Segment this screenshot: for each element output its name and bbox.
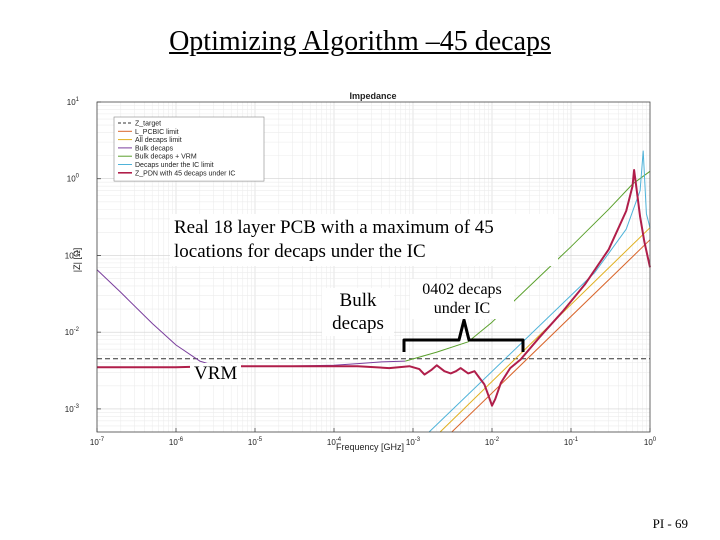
- y-axis-label: |Z| [Ω]: [72, 248, 82, 272]
- x-tick-label: 10-3: [406, 437, 421, 447]
- x-tick-label: 100: [644, 437, 657, 447]
- legend-label: Z_target: [135, 121, 161, 128]
- legend-label: All decaps limit: [135, 137, 182, 144]
- series-line-l-pcbic-limit: [451, 239, 651, 433]
- bracket-shape: [402, 318, 525, 352]
- legend-label: Decaps under the IC limit: [135, 162, 214, 169]
- decaps-0402-label: 0402 decaps under IC: [410, 279, 514, 319]
- legend-label: Z_PDN with 45 decaps under IC: [135, 170, 235, 177]
- decaps-0402-line1: 0402 decaps: [422, 281, 502, 298]
- bulk-label-line1: Bulk: [339, 290, 377, 311]
- series-line-decaps-under-the-ic-limit: [428, 150, 651, 433]
- x-axis-label: Frequency [GHz]: [336, 442, 404, 452]
- y-tick-label: 100: [67, 174, 80, 184]
- legend-box: [113, 116, 265, 182]
- bulk-label-line2: decaps: [332, 313, 384, 334]
- decap-range-bracket: [402, 318, 525, 352]
- x-tick-label: 10-7: [90, 437, 105, 447]
- y-tick-label: 10-3: [65, 404, 80, 414]
- y-tick-label: 10-2: [65, 327, 80, 337]
- slide-title: Optimizing Algorithm –45 decaps: [169, 26, 551, 57]
- legend-label: Bulk decaps: [135, 145, 174, 152]
- legend-label: Bulk decaps + VRM: [135, 154, 197, 161]
- series-line-z-pdn-with-45-decaps-under-ic: [97, 169, 651, 407]
- board-note-line1: Real 18 layer PCB with a maximum of 45: [174, 217, 494, 238]
- bulk-decaps-label: Bulk decaps: [322, 288, 394, 336]
- plot-frame: [96, 101, 651, 433]
- tick-labels: 10-7 10-6 10-5 10-4 10-3 10-2 10-1 100 10-3 10-2 1…: [65, 97, 657, 447]
- decaps-0402-line2: under IC: [433, 300, 491, 317]
- legend-label: L_PCBIC limit: [135, 129, 179, 136]
- y-tick-label: 10-1: [65, 250, 80, 260]
- x-tick-label: 10-6: [169, 437, 184, 447]
- board-description-note: Real 18 layer PCB with a maximum of 45 l…: [170, 214, 558, 266]
- x-tick-label: 10-5: [248, 437, 263, 447]
- plot-axes: [96, 101, 651, 433]
- slide-number: PI - 69: [652, 516, 688, 531]
- series-line-bulk-decaps-vrm: [405, 170, 651, 362]
- vrm-label: VRM: [190, 363, 242, 385]
- x-tick-label: 10-2: [485, 437, 500, 447]
- chart-title: Impedance: [349, 91, 396, 101]
- board-note-line2: locations for decaps under the IC: [174, 241, 426, 262]
- y-tick-label: 101: [67, 97, 80, 107]
- x-tick-label: 10-4: [327, 437, 342, 447]
- x-tick-label: 10-1: [564, 437, 579, 447]
